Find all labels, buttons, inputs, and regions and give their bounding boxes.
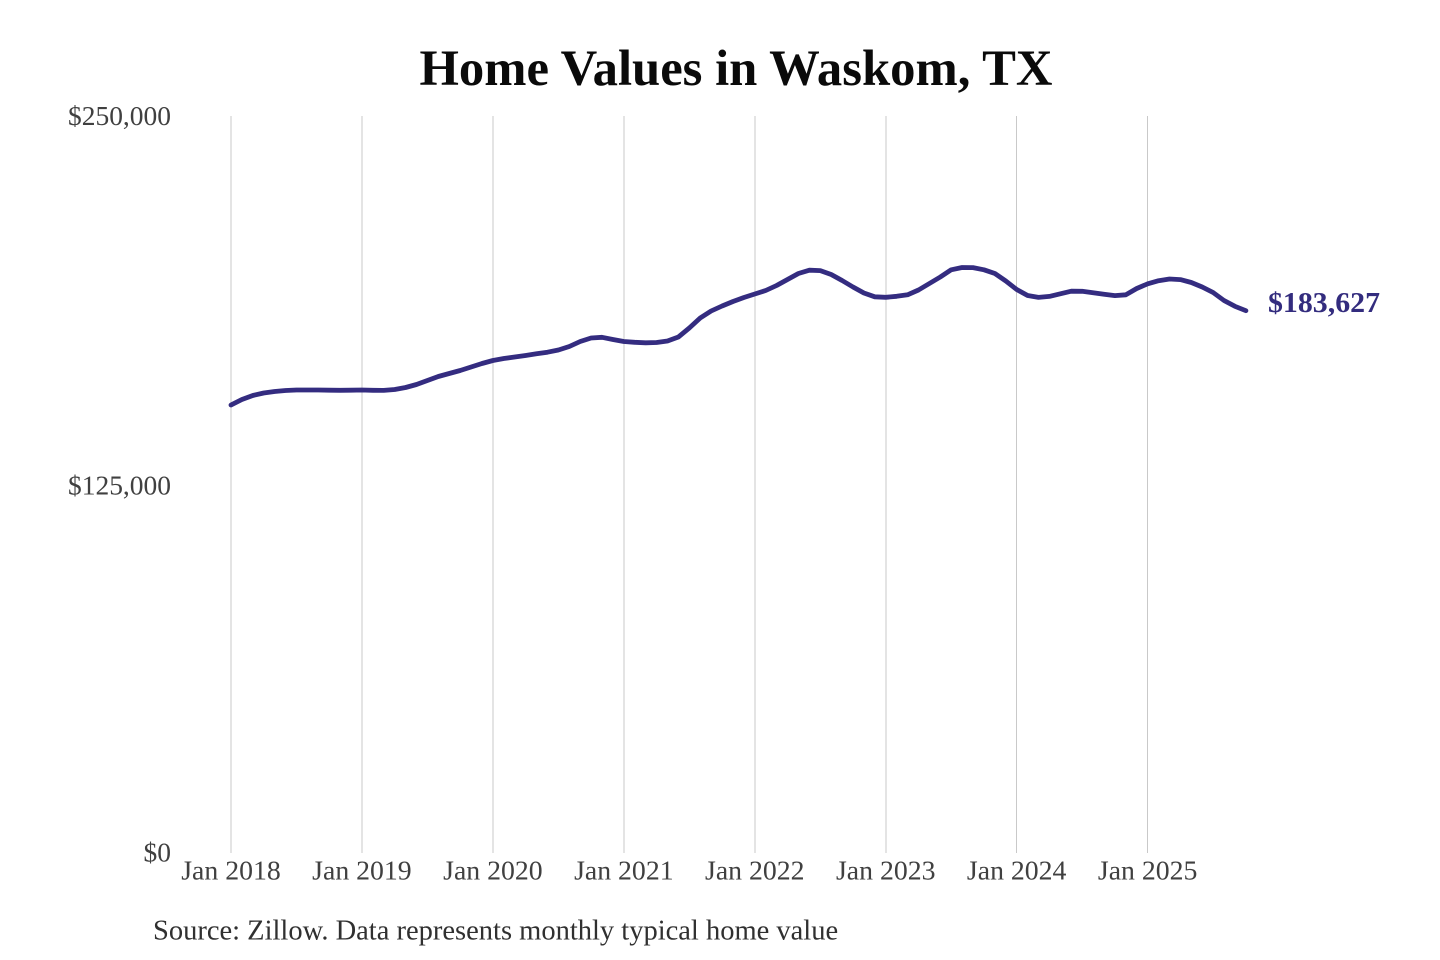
svg-text:Jan 2023: Jan 2023 — [836, 855, 936, 886]
svg-text:Source: Zillow. Data represent: Source: Zillow. Data represents monthly … — [153, 916, 838, 947]
svg-text:Jan 2020: Jan 2020 — [443, 855, 543, 886]
svg-text:Jan 2021: Jan 2021 — [574, 855, 674, 886]
svg-text:Home Values in Waskom, TX: Home Values in Waskom, TX — [420, 40, 1053, 96]
svg-text:Jan 2019: Jan 2019 — [312, 855, 412, 886]
svg-text:$250,000: $250,000 — [68, 100, 171, 131]
svg-text:Jan 2025: Jan 2025 — [1098, 855, 1198, 886]
svg-text:Jan 2022: Jan 2022 — [705, 855, 805, 886]
svg-text:Jan 2018: Jan 2018 — [181, 855, 281, 886]
svg-text:$125,000: $125,000 — [68, 470, 171, 501]
svg-text:Jan 2024: Jan 2024 — [967, 855, 1067, 886]
svg-text:$0: $0 — [144, 837, 172, 868]
svg-text:$183,627: $183,627 — [1268, 287, 1380, 319]
